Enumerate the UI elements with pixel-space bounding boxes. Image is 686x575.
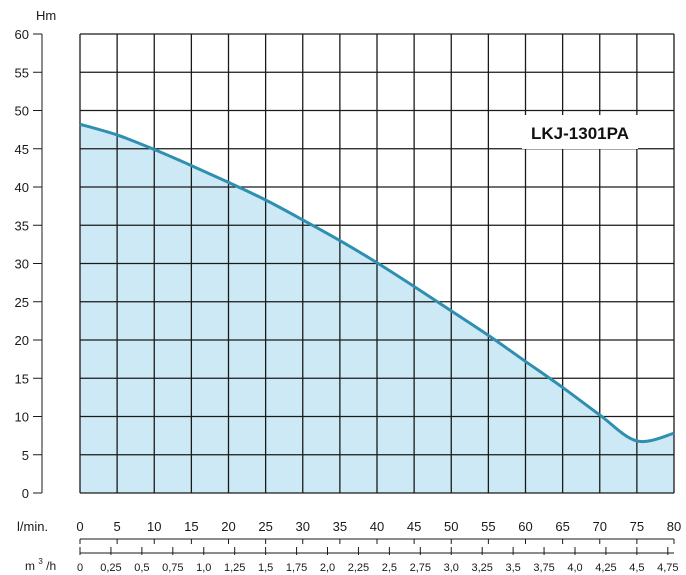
x-tick-label: 60 bbox=[518, 519, 532, 534]
model-label-bg bbox=[522, 115, 638, 149]
x2-tick-label: 4,75 bbox=[657, 562, 678, 574]
y-tick-label: 10 bbox=[15, 410, 29, 425]
y-tick-label: 25 bbox=[15, 295, 29, 310]
x-tick-label: 45 bbox=[407, 519, 421, 534]
x2-tick-label: 2,25 bbox=[348, 562, 369, 574]
x-axis-lmin-label: l/min. bbox=[17, 519, 48, 534]
x2-tick-label: 1,5 bbox=[258, 562, 273, 574]
x-tick-label: 15 bbox=[184, 519, 198, 534]
x2-tick-label: 1,0 bbox=[196, 562, 211, 574]
x-tick-label: 10 bbox=[147, 519, 161, 534]
x-tick-label: 30 bbox=[296, 519, 310, 534]
model-label-box: LKJ-1301PA bbox=[522, 115, 638, 149]
y-axis-label: Hm bbox=[36, 8, 56, 23]
x2-tick-label: 4,25 bbox=[595, 562, 616, 574]
x-axis-lmin: 0 5 10 15 20 25 30 35 40 45 50 55 60 65 70 75 80 bbox=[76, 519, 681, 544]
x-tick-label: 65 bbox=[555, 519, 569, 534]
x2-tick-label: 2,0 bbox=[320, 562, 335, 574]
x-axis-m3h-label-tail: /h bbox=[46, 559, 56, 573]
y-tick-label: 0 bbox=[22, 486, 29, 501]
pump-curve-line bbox=[79, 122, 675, 444]
x-axis-m3h-label-base: m bbox=[25, 559, 35, 573]
x-axis-m3h-label: m 3 /h bbox=[25, 553, 56, 573]
x2-tick-label: 0,5 bbox=[134, 562, 149, 574]
y-tick-label: 55 bbox=[15, 65, 29, 80]
x-tick-label: 5 bbox=[114, 519, 121, 534]
x-tick-label: 20 bbox=[221, 519, 235, 534]
x2-tick-label: 0,75 bbox=[162, 562, 183, 574]
x2-tick-label: 4,0 bbox=[567, 562, 582, 574]
y-tick-label: 5 bbox=[22, 448, 29, 463]
y-tick-label: 15 bbox=[15, 371, 29, 386]
x-tick-label: 25 bbox=[258, 519, 272, 534]
y-tick-label: 60 bbox=[15, 27, 29, 42]
x2-tick-label: 0 bbox=[77, 562, 83, 574]
y-tick-label: 45 bbox=[15, 142, 29, 157]
x-tick-label: 80 bbox=[667, 519, 681, 534]
x2-tick-label: 2,5 bbox=[382, 562, 397, 574]
x2-tick-label: 3,25 bbox=[471, 562, 492, 574]
x2-tick-label: 1,25 bbox=[224, 562, 245, 574]
y-tick-label: 40 bbox=[15, 180, 29, 195]
x-tick-label: 0 bbox=[76, 519, 83, 534]
y-tick-label: 50 bbox=[15, 104, 29, 119]
x2-tick-label: 3,0 bbox=[444, 562, 459, 574]
x-tick-label: 75 bbox=[630, 519, 644, 534]
x2-tick-label: 2,75 bbox=[410, 562, 431, 574]
x2-tick-label: 3,5 bbox=[505, 562, 520, 574]
x2-tick-label: 3,75 bbox=[533, 562, 554, 574]
y-axis: 0 5 10 15 20 25 30 35 40 45 50 55 60 bbox=[15, 27, 43, 501]
x-tick-label: 35 bbox=[333, 519, 347, 534]
y-tick-label: 35 bbox=[15, 218, 29, 233]
x-tick-label: 55 bbox=[481, 519, 495, 534]
x-tick-label: 40 bbox=[370, 519, 384, 534]
x-tick-label: 70 bbox=[593, 519, 607, 534]
curve-layer bbox=[79, 122, 675, 444]
y-tick-label: 20 bbox=[15, 333, 29, 348]
x2-tick-label: 1,75 bbox=[286, 562, 307, 574]
x-axis-m3h: 0 0,25 0,5 0,75 1,0 1,25 1,5 1,75 2,0 2,25 2,5 2,75… bbox=[77, 547, 679, 574]
x2-tick-label: 4,5 bbox=[629, 562, 644, 574]
model-label: LKJ-1301PA bbox=[531, 124, 629, 143]
x-axis-m3h-label-sup: 3 bbox=[38, 557, 43, 566]
x2-tick-label: 0,25 bbox=[100, 562, 121, 574]
x-tick-label: 50 bbox=[444, 519, 458, 534]
y-tick-label: 30 bbox=[15, 257, 29, 272]
